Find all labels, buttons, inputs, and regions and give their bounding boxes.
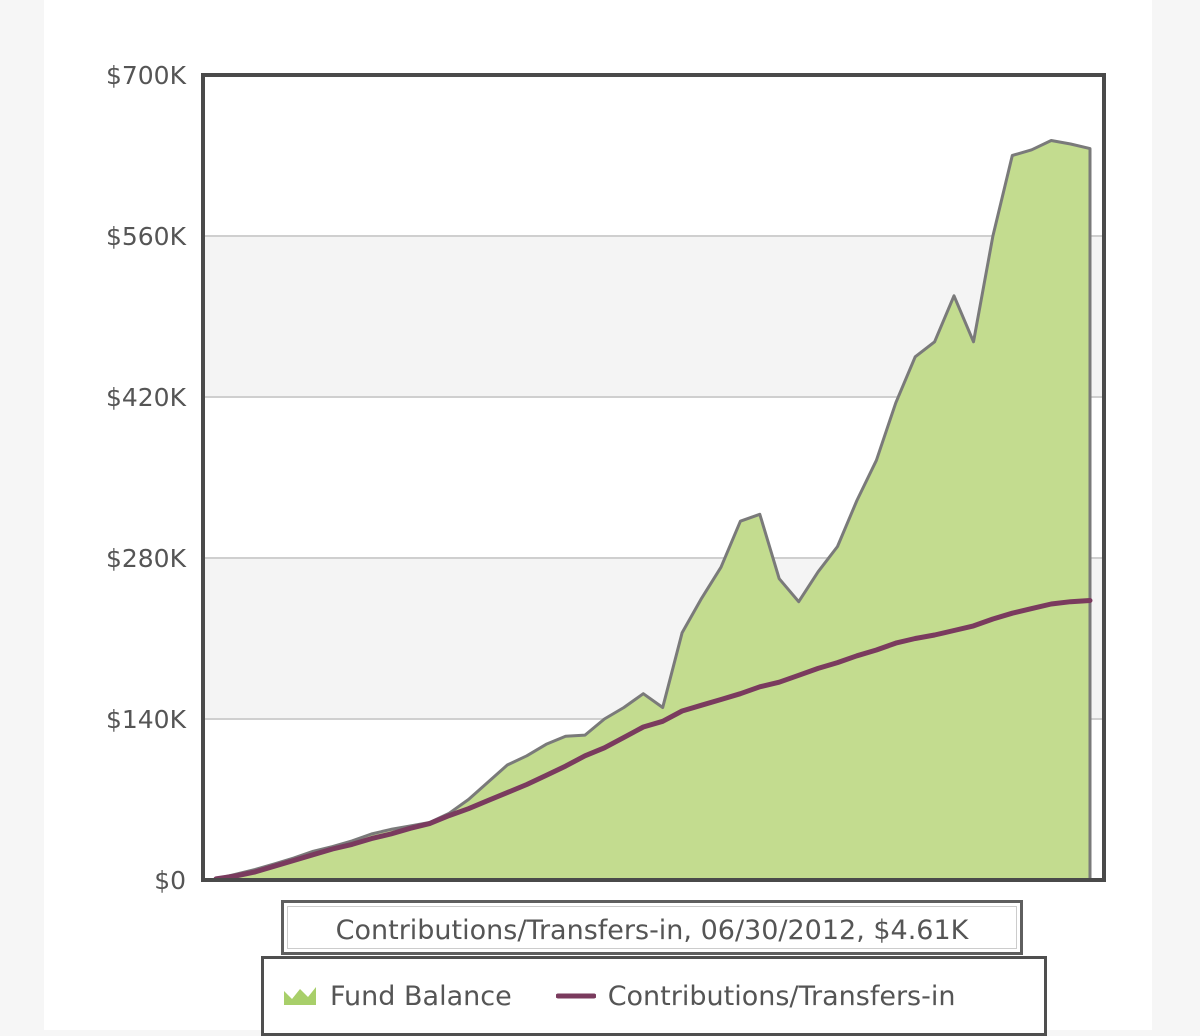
y-axis-ticks: $0 $140K $280K $420K $560K $700K bbox=[106, 61, 187, 895]
y-tick-label: $420K bbox=[106, 383, 187, 412]
y-tick-label: $0 bbox=[154, 866, 186, 895]
y-tick-label: $560K bbox=[106, 222, 187, 251]
plot-frame bbox=[201, 73, 1106, 882]
fund-balance-area[interactable] bbox=[216, 140, 1090, 881]
tooltip-text: Contributions/Transfers-in, 06/30/2012, … bbox=[335, 915, 969, 946]
legend-item-contributions[interactable]: Contributions/Transfers-in bbox=[555, 980, 956, 1012]
legend: Fund Balance Contributions/Transfers-in bbox=[261, 956, 1047, 1036]
legend-label-fund-balance: Fund Balance bbox=[330, 980, 512, 1012]
legend-label-contributions: Contributions/Transfers-in bbox=[607, 980, 956, 1012]
y-tick-label: $280K bbox=[106, 544, 187, 573]
legend-item-fund-balance[interactable]: Fund Balance bbox=[282, 981, 512, 1012]
y-tick-label: $700K bbox=[106, 61, 187, 90]
fund-balance-line[interactable] bbox=[215, 139, 1092, 881]
contributions-line[interactable] bbox=[213, 598, 1093, 882]
line-icon bbox=[555, 993, 596, 999]
area-icon bbox=[284, 987, 316, 1005]
y-tick-label: $140K bbox=[106, 705, 187, 734]
tooltip: Contributions/Transfers-in, 06/30/2012, … bbox=[281, 900, 1023, 955]
